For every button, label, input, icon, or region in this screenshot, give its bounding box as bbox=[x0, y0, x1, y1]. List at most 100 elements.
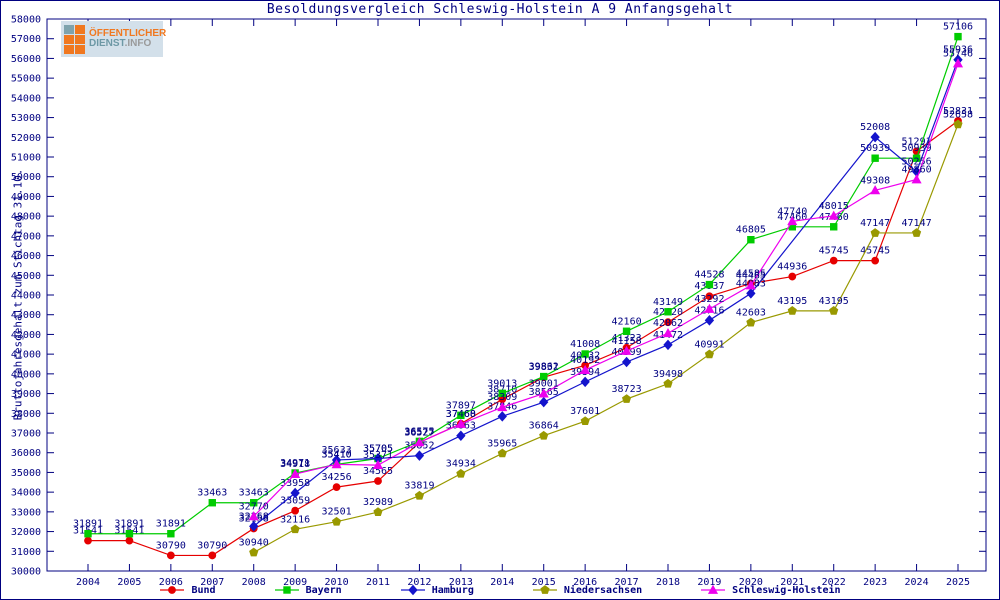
y-tick-label: 43000 bbox=[11, 310, 41, 321]
legend-marker-icon bbox=[400, 584, 425, 596]
data-point-label: 39498 bbox=[653, 369, 683, 380]
data-point-marker bbox=[414, 490, 425, 500]
x-tick-label: 2012 bbox=[407, 577, 431, 588]
data-point-label: 51291 bbox=[902, 136, 932, 147]
y-tick-label: 33000 bbox=[11, 507, 41, 518]
data-point-label: 31891 bbox=[114, 519, 144, 530]
data-point-label: 45745 bbox=[819, 246, 849, 257]
chart-title: Besoldungsvergleich Schleswig-Holstein A… bbox=[266, 2, 734, 17]
data-point-marker bbox=[455, 418, 466, 428]
data-point-label: 40192 bbox=[570, 355, 600, 366]
data-point-marker bbox=[167, 530, 175, 538]
data-point-label: 47740 bbox=[777, 206, 807, 217]
data-point-label: 44936 bbox=[777, 262, 807, 273]
site-logo[interactable]: ÖFFENTLICHER DIENST.INFO bbox=[61, 21, 166, 57]
y-tick-label: 53000 bbox=[11, 113, 41, 124]
y-tick-label: 47000 bbox=[11, 231, 41, 242]
legend-label: Bayern bbox=[305, 584, 342, 596]
data-point-label: 47147 bbox=[902, 218, 932, 229]
logo-line2: DIENST.INFO bbox=[89, 39, 166, 49]
data-point-label: 43149 bbox=[653, 297, 683, 308]
data-point-marker bbox=[704, 349, 715, 359]
data-point-label: 50256 bbox=[902, 157, 932, 168]
data-point-label: 42062 bbox=[653, 318, 683, 329]
data-point-label: 32989 bbox=[363, 497, 393, 508]
y-tick-label: 37000 bbox=[11, 429, 41, 440]
data-point-label: 30790 bbox=[197, 540, 227, 551]
data-point-marker bbox=[166, 551, 175, 560]
data-point-label: 47147 bbox=[860, 218, 890, 229]
data-point-label: 33059 bbox=[280, 496, 310, 507]
data-point-marker bbox=[954, 32, 962, 41]
x-tick-label: 2025 bbox=[946, 577, 970, 588]
legend-item-bayern: Bayern bbox=[274, 584, 342, 596]
data-point-label: 33819 bbox=[404, 481, 434, 492]
data-point-label: 31891 bbox=[73, 519, 103, 530]
x-tick-label: 2015 bbox=[532, 577, 556, 588]
data-point-label: 39001 bbox=[529, 379, 559, 390]
y-tick-label: 30000 bbox=[11, 567, 41, 578]
y-tick-label: 35000 bbox=[11, 468, 41, 479]
data-point-marker bbox=[540, 372, 548, 381]
data-point-marker bbox=[372, 459, 384, 470]
data-point-marker bbox=[870, 228, 880, 237]
data-point-marker bbox=[408, 584, 418, 596]
x-tick-label: 2010 bbox=[325, 577, 349, 588]
y-tick-label: 44000 bbox=[11, 291, 41, 302]
data-point-marker bbox=[250, 499, 258, 507]
data-point-label: 43195 bbox=[819, 296, 849, 307]
data-point-marker bbox=[870, 131, 880, 143]
y-tick-label: 55000 bbox=[11, 74, 41, 85]
y-tick-label: 57000 bbox=[11, 34, 41, 45]
data-point-label: 37601 bbox=[570, 406, 600, 417]
series-line bbox=[253, 124, 959, 553]
x-tick-label: 2014 bbox=[490, 577, 514, 588]
data-point-marker bbox=[705, 280, 714, 289]
y-tick-label: 54000 bbox=[11, 93, 41, 104]
legend-label: Hamburg bbox=[431, 584, 474, 596]
data-point-marker bbox=[871, 154, 879, 162]
data-point-label: 49308 bbox=[860, 175, 890, 186]
data-point-marker bbox=[911, 174, 922, 184]
data-point-label: 35371 bbox=[363, 450, 393, 461]
data-point-marker bbox=[829, 306, 839, 315]
series-line bbox=[253, 59, 959, 527]
data-point-marker bbox=[414, 437, 425, 447]
data-point-label: 36527 bbox=[404, 427, 434, 438]
data-point-label: 39862 bbox=[529, 362, 559, 373]
data-point-marker bbox=[663, 378, 673, 388]
data-point-marker bbox=[208, 499, 216, 507]
legend-item-hamburg: Hamburg bbox=[400, 584, 474, 596]
data-point-label: 44528 bbox=[694, 270, 724, 281]
x-tick-label: 2020 bbox=[739, 577, 763, 588]
data-point-label: 42603 bbox=[736, 308, 766, 319]
legend-item-bund: Bund bbox=[159, 584, 216, 596]
data-point-marker bbox=[540, 585, 550, 594]
data-point-label: 32116 bbox=[280, 514, 310, 525]
x-tick-label: 2024 bbox=[905, 577, 929, 588]
data-point-marker bbox=[373, 507, 383, 516]
data-point-marker bbox=[708, 584, 719, 594]
x-tick-label: 2022 bbox=[822, 577, 846, 588]
data-point-marker bbox=[664, 318, 672, 327]
legend-marker-icon bbox=[160, 586, 185, 594]
data-point-label: 44585 bbox=[736, 268, 766, 279]
data-point-label: 50939 bbox=[902, 143, 932, 154]
logo-text: ÖFFENTLICHER DIENST.INFO bbox=[89, 29, 166, 49]
data-point-marker bbox=[290, 468, 301, 478]
data-point-label: 35965 bbox=[487, 438, 517, 449]
data-point-marker bbox=[457, 411, 465, 420]
data-point-marker bbox=[248, 511, 259, 521]
data-point-marker bbox=[282, 586, 291, 594]
data-point-marker bbox=[746, 288, 756, 299]
data-point-marker bbox=[332, 483, 341, 491]
data-point-label: 32770 bbox=[239, 501, 269, 512]
series-niedersachsen: 30940 32116 32501 32989 33819 34934 35965 36864… bbox=[239, 109, 973, 557]
data-point-label: 52008 bbox=[860, 122, 890, 133]
y-tick-label: 51000 bbox=[11, 153, 41, 164]
data-point-marker bbox=[290, 487, 300, 499]
x-tick-label: 2019 bbox=[697, 577, 721, 588]
legend-marker-icon bbox=[701, 584, 726, 594]
